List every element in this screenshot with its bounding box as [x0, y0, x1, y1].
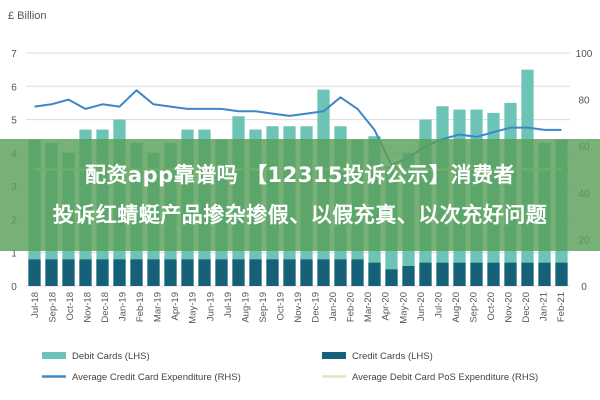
credit-bar	[215, 259, 228, 286]
legend-label: Credit Cards (LHS)	[352, 351, 433, 362]
credit-bar	[249, 259, 262, 286]
x-tick-label: Apr-19	[170, 292, 181, 321]
y-left-tick-label: 6	[11, 82, 17, 93]
credit-bar	[283, 259, 296, 286]
credit-bar	[334, 259, 347, 286]
x-tick-label: Aug-19	[240, 292, 251, 323]
credit-bar	[368, 262, 381, 286]
credit-bar	[266, 259, 279, 286]
credit-bar	[351, 259, 364, 286]
overlay-line-1: 配资app靠谱吗 【12315投诉公示】消费者	[84, 163, 516, 187]
overlay-line-2: 投诉红蜻蜓产品掺杂掺假、以假充真、以次充好问题	[52, 203, 548, 227]
credit-bar	[164, 259, 177, 286]
credit-bar	[436, 262, 449, 286]
credit-bar	[453, 262, 466, 286]
x-tick-label: Jan-20	[328, 292, 339, 321]
legend: Debit Cards (LHS) Credit Cards (LHS) Avera…	[42, 351, 538, 383]
y-right-tick-label: 100	[576, 49, 593, 60]
credit-bar	[504, 262, 517, 286]
credit-bar	[113, 259, 126, 286]
credit-bar	[147, 259, 160, 286]
credit-bar	[385, 269, 398, 286]
credit-bar	[470, 262, 483, 286]
x-tick-label: Oct-20	[486, 292, 497, 321]
x-tick-label: Feb-19	[135, 292, 146, 322]
credit-bar	[317, 259, 330, 286]
watermark-overlay: 配资app靠谱吗 【12315投诉公示】消费者 投诉红蜻蜓产品掺杂掺假、以假充真…	[0, 139, 600, 251]
y-left-tick-label: 7	[11, 49, 17, 60]
x-tick-label: Jun-19	[205, 292, 216, 321]
x-tick-label: Jun-20	[416, 292, 427, 321]
x-tick-label: Oct-19	[275, 292, 286, 321]
x-tick-label: Mar-20	[363, 292, 374, 322]
x-tick-label: Mar-19	[153, 292, 164, 322]
y-right-tick-label: 80	[578, 96, 590, 107]
x-tick-label: Jan-21	[539, 292, 550, 321]
x-tick-label: Nov-19	[293, 292, 304, 323]
credit-bar	[96, 259, 109, 286]
credit-bar	[28, 259, 41, 286]
x-tick-label: Jan-19	[118, 292, 129, 321]
x-tick-label: Apr-20	[381, 292, 392, 321]
x-tick-label: May-19	[188, 292, 199, 324]
x-tick-label: Sep-18	[47, 292, 58, 323]
x-tick-label: Jul-18	[30, 292, 41, 318]
credit-bar	[62, 259, 75, 286]
credit-bar	[419, 262, 432, 286]
y-left-tick-label: 5	[11, 116, 17, 127]
x-tick-label: Jul-20	[433, 292, 444, 318]
unit-label: £ Billion	[8, 10, 47, 22]
legend-swatch	[322, 352, 346, 359]
y-left-tick-label: 0	[11, 282, 17, 293]
credit-expenditure-line	[34, 89, 562, 166]
credit-bar	[130, 259, 143, 286]
x-tick-label: Dec-19	[311, 292, 322, 323]
x-tick-label: Nov-18	[82, 292, 93, 323]
y-left-tick-label: 1	[11, 249, 17, 260]
x-tick-label: Feb-21	[556, 292, 567, 322]
x-tick-label: Dec-20	[521, 292, 532, 323]
legend-label: Debit Cards (LHS)	[72, 351, 150, 362]
credit-bar	[198, 259, 211, 286]
x-tick-label: Sep-19	[258, 292, 269, 323]
y-right-tick-label: 0	[581, 282, 587, 293]
credit-bar	[521, 262, 534, 286]
credit-bar	[538, 262, 551, 286]
credit-bar	[402, 266, 415, 286]
legend-label: Average Debit Card PoS Expenditure (RHS)	[352, 372, 538, 383]
credit-bar	[555, 262, 568, 286]
x-tick-label: Dec-18	[100, 292, 111, 323]
legend-label: Average Credit Card Expenditure (RHS)	[72, 372, 241, 383]
x-tick-label: May-20	[398, 292, 409, 324]
x-tick-label: Sep-20	[468, 292, 479, 323]
legend-swatch	[42, 352, 66, 359]
credit-bar	[45, 259, 58, 286]
credit-bar	[300, 259, 313, 286]
x-tick-label: Jul-19	[223, 292, 234, 318]
x-tick-label: Oct-18	[65, 292, 76, 321]
credit-bar	[487, 262, 500, 286]
credit-bar	[181, 259, 194, 286]
x-tick-label: Nov-20	[504, 292, 515, 323]
x-tick-label: Aug-20	[451, 292, 462, 323]
x-tick-label: Feb-20	[346, 292, 357, 322]
credit-bar	[79, 259, 92, 286]
credit-bar	[232, 259, 245, 286]
